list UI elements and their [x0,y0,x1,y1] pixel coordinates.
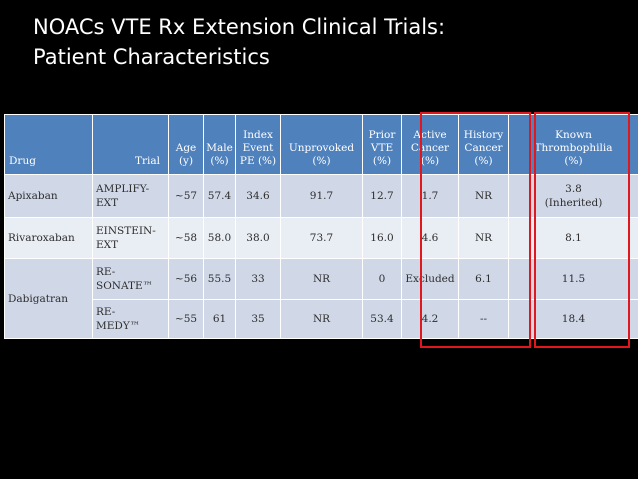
table-row: Dabigatran RE- SONATE™ ~56 55.5 33 NR 0 … [4,258,638,339]
cell-history-cancer: 6.1 [458,258,509,300]
cell-male: 61 [203,299,236,339]
cell-age: ~58 [168,217,204,259]
cell-prior-vte: 16.0 [362,217,402,259]
cell-prior-vte: 12.7 [362,174,402,218]
cell-active-cancer: 4.2 [401,299,459,339]
cell-age: ~57 [168,174,204,218]
table-row: RE- MEDY™ ~55 61 35 NR 53.4 4.2 -- 18.4 [5,299,638,339]
cell-trial: AMPLIFY- EXT [92,174,169,218]
table-row: Rivaroxaban EINSTEIN- EXT ~58 58.0 38.0 … [4,217,638,259]
cell-history-cancer: NR [458,174,509,218]
cell-history-cancer: NR [458,217,509,259]
cell-unprovoked: 91.7 [280,174,363,218]
header-known-thrombophilia: Known Thrombophilia (%) [508,114,638,175]
header-active-cancer: Active Cancer (%) [401,114,459,175]
cell-index-event-pe: 34.6 [235,174,281,218]
cell-drug: Dabigatran [4,258,93,339]
cell-active-cancer: Excluded [401,258,459,300]
cell-prior-vte: 0 [362,258,402,300]
slide-title-line-1: NOACs VTE Rx Extension Clinical Trials: [33,15,446,39]
cell-drug: Rivaroxaban [4,217,93,259]
header-age: Age (y) [168,114,204,175]
cell-history-cancer: -- [458,299,509,339]
header-index-event-pe: Index Event PE (%) [235,114,281,175]
cell-unprovoked: NR [280,299,363,339]
table-header-row: Drug Trial Age (y) Male (%) Index Event … [4,114,638,175]
cell-age: ~56 [168,258,204,300]
header-trial: Trial [92,114,169,175]
cell-index-event-pe: 33 [235,258,281,300]
cell-male: 58.0 [203,217,236,259]
header-unprovoked: Unprovoked (%) [280,114,363,175]
cell-active-cancer: 1.7 [401,174,459,218]
cell-trial: RE- SONATE™ [92,258,169,300]
cell-known-thrombophilia: 3.8 (Inherited) [508,174,638,218]
cell-known-thrombophilia: 8.1 [508,217,638,259]
cell-active-cancer: 4.6 [401,217,459,259]
cell-male: 55.5 [203,258,236,300]
header-drug: Drug [4,114,93,175]
cell-known-thrombophilia: 11.5 [508,258,638,300]
cell-known-thrombophilia: 18.4 [508,299,638,339]
header-prior-vte: Prior VTE (%) [362,114,402,175]
cell-unprovoked: 73.7 [280,217,363,259]
characteristics-table-container: Drug Trial Age (y) Male (%) Index Event … [4,114,638,339]
cell-trial: RE- MEDY™ [92,299,169,339]
header-history-cancer: History Cancer (%) [458,114,509,175]
cell-index-event-pe: 38.0 [235,217,281,259]
cell-index-event-pe: 35 [235,299,281,339]
cell-age: ~55 [168,299,204,339]
table-row: Apixaban AMPLIFY- EXT ~57 57.4 34.6 91.7… [4,174,638,218]
cell-unprovoked: NR [280,258,363,300]
cell-drug: Apixaban [4,174,93,218]
characteristics-table: Drug Trial Age (y) Male (%) Index Event … [4,114,638,339]
cell-male: 57.4 [203,174,236,218]
cell-prior-vte: 53.4 [362,299,402,339]
header-male: Male (%) [203,114,236,175]
cell-trial: EINSTEIN- EXT [92,217,169,259]
slide-title: NOACs VTE Rx Extension Clinical Trials: … [33,12,613,72]
slide-title-line-2: Patient Characteristics [33,45,270,69]
